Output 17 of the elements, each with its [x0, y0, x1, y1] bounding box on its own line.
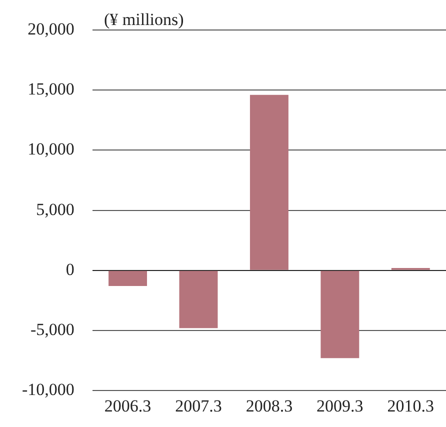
x-tick-label: 2007.3: [175, 396, 222, 416]
y-tick-label: 20,000: [28, 19, 74, 38]
y-tick-label: 15,000: [28, 80, 74, 99]
x-tick-label: 2009.3: [316, 396, 364, 416]
y-tick-label: -5,000: [30, 320, 74, 339]
x-tick-label: 2006.3: [104, 396, 152, 416]
bar: [108, 270, 148, 286]
y-tick-label: 10,000: [28, 140, 74, 159]
y-tick-label: 5,000: [36, 200, 74, 219]
y-tick-label: 0: [66, 260, 74, 279]
x-tick-label: 2008.3: [246, 396, 293, 416]
y-tick-label: -10,000: [22, 380, 74, 400]
bar: [179, 270, 218, 328]
bar: [250, 94, 288, 270]
bar: [320, 270, 360, 358]
y-axis-title: (¥ millions): [104, 10, 184, 30]
x-tick-label: 2010.3: [387, 396, 434, 416]
